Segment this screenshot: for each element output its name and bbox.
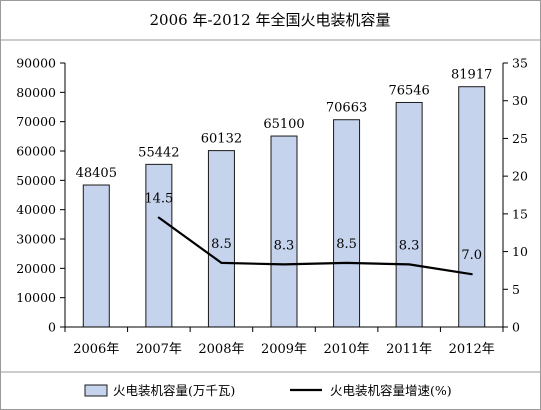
line-value-label-3: 8.3 bbox=[274, 238, 295, 253]
line-labels-group: 14.5 8.5 8.3 8.5 8.3 7.0 bbox=[144, 192, 482, 264]
bar-4 bbox=[333, 119, 361, 328]
bar-5 bbox=[395, 101, 423, 328]
bar-value-label-6: 81917 bbox=[451, 68, 492, 83]
bar-value-label-0: 48405 bbox=[76, 166, 117, 181]
x-axis-ticks: 2006年 2007年 2008年 2009年 2010年 2011年 2012年 bbox=[64, 327, 504, 357]
right-tick-label-4: 20 bbox=[512, 169, 528, 184]
x-tick-label-4: 2010年 bbox=[324, 342, 370, 357]
left-tick-label-8: 80000 bbox=[16, 85, 56, 100]
x-tick-label-0: 2006年 bbox=[73, 342, 119, 357]
right-tick-label-7: 35 bbox=[512, 56, 528, 71]
growth-line bbox=[157, 216, 473, 276]
x-tick-label-1: 2007年 bbox=[136, 342, 182, 357]
line-value-label-5: 8.3 bbox=[399, 238, 420, 253]
bar-value-label-5: 76546 bbox=[388, 83, 429, 98]
line-series-group bbox=[157, 216, 473, 276]
x-tick-label-3: 2009年 bbox=[261, 342, 307, 357]
line-value-label-2: 8.5 bbox=[211, 237, 232, 252]
right-tick-label-5: 25 bbox=[512, 131, 528, 146]
left-tick-label-3: 30000 bbox=[16, 232, 56, 247]
right-tick-label-3: 15 bbox=[512, 206, 528, 221]
x-tick-label-2: 2008年 bbox=[198, 342, 244, 357]
left-tick-label-0: 0 bbox=[48, 320, 56, 335]
left-tick-label-4: 40000 bbox=[16, 202, 56, 217]
bar-1 bbox=[145, 163, 173, 328]
left-tick-label-2: 20000 bbox=[16, 261, 56, 276]
line-value-label-4: 8.5 bbox=[336, 237, 357, 252]
left-tick-label-5: 50000 bbox=[16, 173, 56, 188]
x-tick-label-5: 2011年 bbox=[386, 342, 432, 357]
legend-line-label: 火电装机容量增速(%) bbox=[330, 383, 452, 398]
legend-bar-swatch bbox=[84, 384, 108, 397]
right-tick-label-1: 5 bbox=[512, 282, 520, 297]
bar-0 bbox=[82, 184, 110, 328]
left-axis-ticks: 0 10000 20000 30000 40000 50000 60000 70000 8000… bbox=[16, 56, 65, 335]
chart-title: 2006 年-2012 年全国火电装机容量 bbox=[150, 11, 391, 29]
bar-value-label-2: 60132 bbox=[201, 132, 242, 147]
line-value-label-1: 14.5 bbox=[144, 192, 173, 207]
legend: 火电装机容量(万千瓦) 火电装机容量增速(%) bbox=[84, 383, 452, 398]
bar-3 bbox=[270, 135, 298, 328]
legend-bar-label: 火电装机容量(万千瓦) bbox=[113, 383, 235, 398]
bars-group bbox=[82, 86, 486, 328]
right-tick-label-0: 0 bbox=[512, 320, 520, 335]
left-tick-label-6: 60000 bbox=[16, 144, 56, 159]
right-axis-ticks: 0 5 10 15 20 25 30 35 bbox=[503, 56, 528, 335]
bar-value-label-4: 70663 bbox=[326, 101, 367, 116]
axes-group bbox=[64, 63, 504, 328]
bar-value-label-1: 55442 bbox=[138, 145, 179, 160]
left-tick-label-1: 10000 bbox=[16, 290, 56, 305]
bar-value-label-3: 65100 bbox=[263, 117, 304, 132]
left-tick-label-9: 90000 bbox=[16, 56, 56, 71]
x-tick-label-6: 2012年 bbox=[449, 342, 495, 357]
line-value-label-6: 7.0 bbox=[461, 248, 482, 263]
bar-6 bbox=[458, 86, 486, 328]
bar-labels-group: 48405 55442 60132 65100 70663 76546 81917 bbox=[76, 68, 493, 181]
left-tick-label-7: 70000 bbox=[16, 114, 56, 129]
right-tick-label-2: 10 bbox=[512, 244, 528, 259]
bar-2 bbox=[207, 150, 235, 328]
right-tick-label-6: 30 bbox=[512, 93, 528, 108]
